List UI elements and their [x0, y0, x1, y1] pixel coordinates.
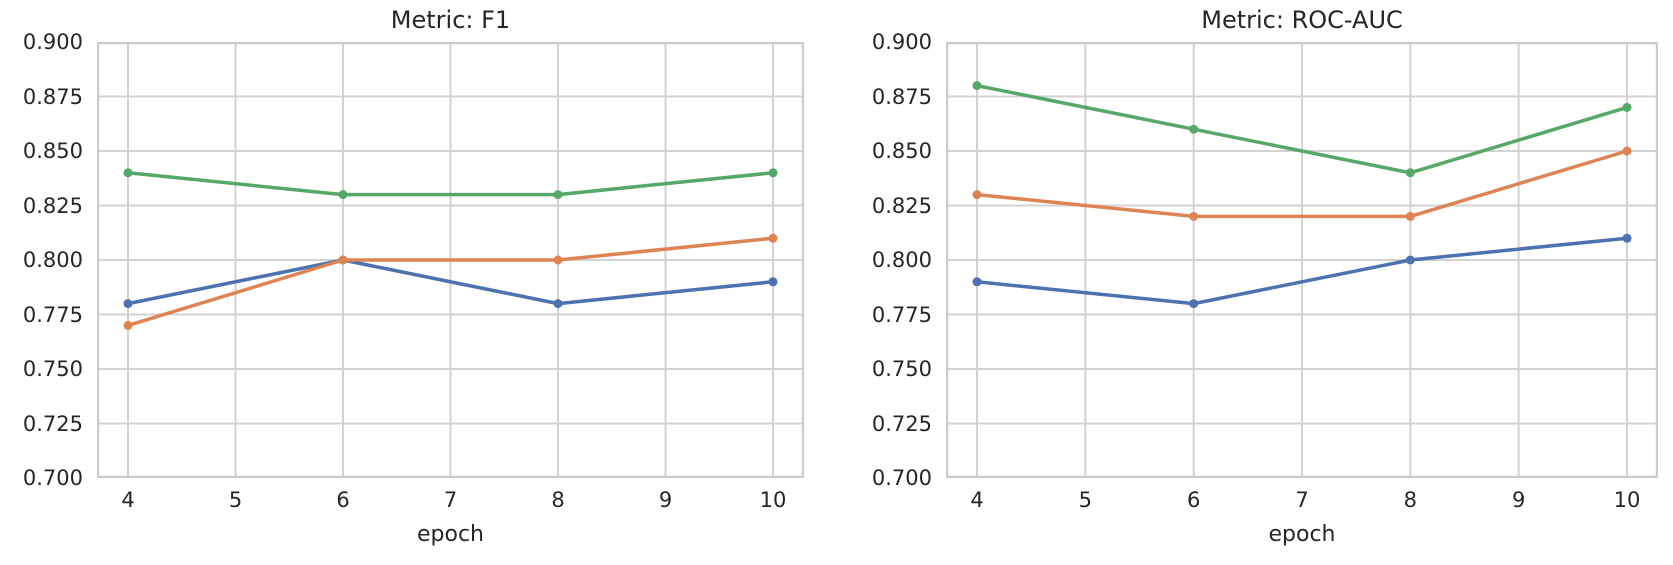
x-tick-label: 7 — [443, 488, 458, 512]
chart-title: Metric: ROC-AUC — [1201, 6, 1403, 34]
x-tick-label: 6 — [336, 488, 350, 512]
series-orange-point — [1622, 146, 1632, 156]
axes-frame — [97, 42, 804, 478]
x-axis-label: epoch — [417, 522, 484, 547]
series-orange-point — [123, 320, 133, 330]
series-blue-line — [975, 236, 1629, 306]
series-blue-line — [126, 258, 775, 306]
series-green-point — [972, 81, 982, 91]
y-tick-label: 0.825 — [871, 193, 932, 218]
x-tick-label: 5 — [1078, 488, 1093, 512]
series-green-point — [338, 190, 348, 200]
series-blue-point — [1622, 233, 1632, 243]
series-blue-point — [768, 277, 778, 287]
series-green-point — [1405, 168, 1415, 178]
y-tick-label: 0.800 — [22, 248, 83, 272]
series-orange-point — [1189, 211, 1199, 221]
x-axis-label: epoch — [1268, 522, 1336, 547]
series-orange-point — [768, 233, 778, 243]
y-tick-label: 0.725 — [22, 411, 83, 436]
y-tick-label: 0.850 — [22, 139, 83, 163]
series-green-point — [553, 190, 563, 200]
series-blue-point — [123, 299, 133, 309]
y-tick-label: 0.875 — [871, 84, 932, 109]
chart-f1: Metric: F1 0.700 0.725 0.750 0.775 0.800 0.82… — [0, 0, 836, 565]
series-green-line — [126, 171, 775, 197]
x-tick-label: 4 — [121, 488, 135, 512]
series-orange-point — [972, 190, 982, 200]
y-tick-label: 0.800 — [871, 248, 932, 272]
y-tick-label: 0.700 — [871, 466, 932, 490]
series-green-line — [975, 83, 1629, 175]
x-tick-label: 8 — [551, 488, 565, 512]
chart-title: Metric: F1 — [390, 6, 511, 34]
series-green-point — [1622, 102, 1632, 112]
y-tick-label: 0.750 — [22, 357, 83, 381]
x-tick-label: 7 — [1295, 488, 1309, 512]
x-tick-label: 4 — [970, 488, 984, 512]
y-tick-label: 0.900 — [871, 30, 932, 54]
axes-frame — [946, 42, 1658, 478]
series-green-point — [123, 168, 133, 178]
y-tick-label: 0.700 — [22, 466, 83, 490]
plot-area — [97, 42, 804, 478]
x-tick-label: 8 — [1403, 488, 1418, 512]
series-orange-point — [1405, 211, 1415, 221]
plot-area — [946, 42, 1658, 478]
series-orange-point — [338, 255, 348, 265]
series-blue-point — [553, 299, 563, 309]
x-tick-label: 9 — [658, 488, 673, 512]
x-tick-label: 10 — [1613, 488, 1641, 512]
x-tick-label: 10 — [759, 488, 787, 512]
series-green-point — [768, 168, 778, 178]
series-orange-line — [975, 149, 1629, 219]
chart-roc-auc: Metric: ROC-AUC 0.700 0.725 0.750 0.775 0.80… — [837, 0, 1673, 565]
series-orange-line — [126, 236, 775, 328]
y-tick-label: 0.725 — [871, 411, 932, 436]
y-tick-label: 0.875 — [22, 84, 83, 109]
series-blue-point — [972, 277, 982, 287]
y-tick-label: 0.775 — [22, 302, 83, 327]
y-tick-label: 0.900 — [22, 30, 83, 54]
y-tick-label: 0.850 — [871, 139, 932, 163]
series-green-point — [1189, 124, 1199, 134]
y-tick-label: 0.825 — [22, 193, 83, 218]
x-tick-label: 9 — [1511, 488, 1526, 512]
y-tick-label: 0.775 — [871, 302, 932, 327]
x-tick-label: 5 — [228, 488, 243, 512]
series-blue-point — [1405, 255, 1415, 265]
series-blue-point — [1189, 299, 1199, 309]
series-orange-point — [553, 255, 563, 265]
x-tick-label: 6 — [1186, 488, 1201, 512]
y-tick-label: 0.750 — [871, 357, 932, 381]
